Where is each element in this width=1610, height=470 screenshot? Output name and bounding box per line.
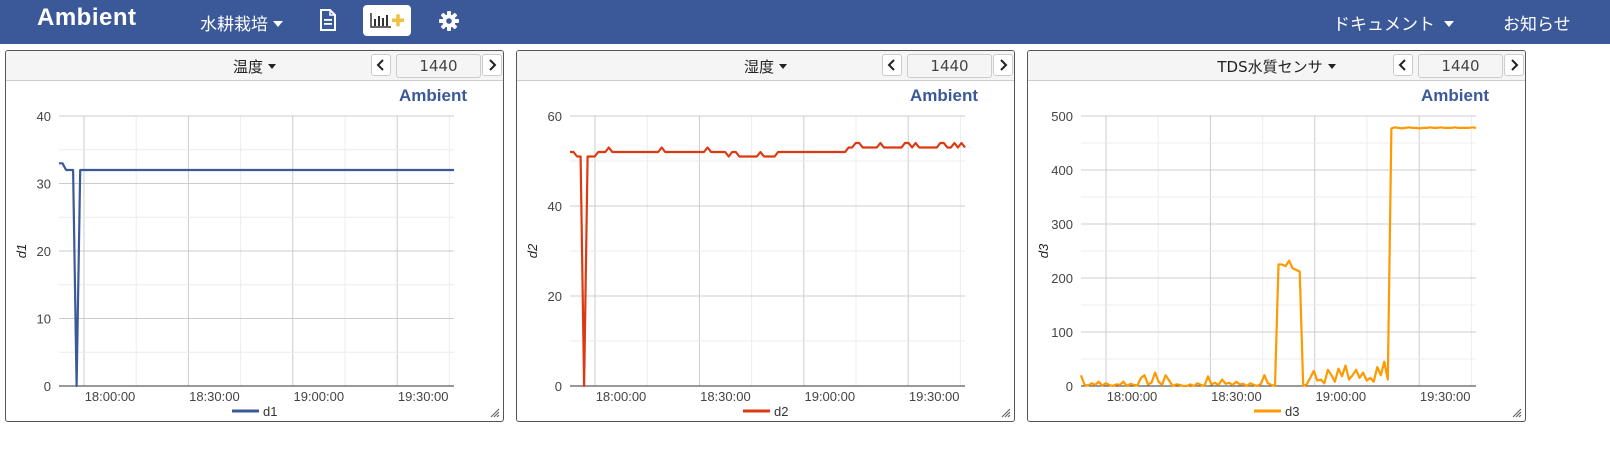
y-axis-label: d2	[525, 243, 540, 258]
ambient-watermark: Ambient	[910, 86, 978, 105]
ambient-watermark: Ambient	[399, 86, 467, 105]
y-tick-label: 10	[37, 312, 51, 327]
prev-page-button[interactable]	[882, 54, 902, 76]
chevron-down-icon	[1444, 21, 1454, 27]
chevron-left-icon	[1398, 59, 1406, 71]
next-page-button[interactable]	[993, 54, 1013, 76]
x-tick-label: 18:30:00	[700, 389, 751, 404]
range-input[interactable]: 1440	[396, 54, 481, 78]
x-tick-label: 18:00:00	[1107, 389, 1158, 404]
chevron-down-icon	[268, 64, 276, 69]
y-tick-label: 500	[1051, 109, 1073, 124]
y-tick-label: 0	[555, 379, 562, 394]
y-tick-label: 0	[1066, 379, 1073, 394]
y-axis-label: d3	[1036, 243, 1051, 258]
document-icon[interactable]	[319, 9, 337, 35]
panel-header: 湿度 1440	[517, 51, 1014, 81]
range-input[interactable]: 1440	[1418, 54, 1503, 78]
chevron-right-icon	[489, 59, 497, 71]
x-tick-label: 18:30:00	[189, 389, 240, 404]
brand-logo[interactable]: Ambient	[37, 4, 137, 31]
range-input[interactable]: 1440	[907, 54, 992, 78]
y-axis-label: d1	[14, 244, 29, 258]
next-page-button[interactable]	[482, 54, 502, 76]
add-chart-button[interactable]	[363, 5, 411, 36]
x-tick-label: 19:00:00	[1315, 389, 1366, 404]
line-chart: 0 20 40 60 18:00:00 18:30:00 19:00:00 19:30:00 d…	[525, 86, 978, 419]
y-tick-label: 100	[1051, 325, 1073, 340]
documents-menu[interactable]: ドキュメント	[1333, 10, 1454, 35]
documents-menu-label: ドキュメント	[1333, 15, 1435, 35]
line-chart: 0 10 20 30 40 18:00:00 18:30:00 19:00:00 19:30:0…	[14, 86, 467, 419]
prev-page-button[interactable]	[371, 54, 391, 76]
legend-label: d3	[1285, 404, 1299, 419]
channel-menu[interactable]: 水耕栽培	[200, 10, 283, 35]
panel-header: TDS水質センサ 1440	[1028, 51, 1525, 81]
series-line	[570, 141, 966, 388]
panel-title: 温度	[232, 58, 263, 76]
series-line	[59, 162, 454, 388]
legend-label: d1	[263, 404, 277, 419]
x-tick-label: 19:30:00	[398, 389, 449, 404]
chevron-down-icon	[779, 64, 787, 69]
chevron-left-icon	[887, 59, 895, 71]
y-tick-label: 20	[548, 289, 562, 304]
y-tick-label: 20	[37, 244, 51, 259]
chevron-down-icon	[1327, 64, 1336, 69]
x-tick-label: 18:30:00	[1211, 389, 1262, 404]
y-tick-label: 200	[1051, 271, 1073, 286]
line-chart: 0 100 200 300 400 500 18:00:00 18:30:00 19:00:00…	[1036, 86, 1489, 419]
panel-title: 湿度	[743, 58, 774, 76]
x-tick-label: 18:00:00	[596, 389, 647, 404]
x-tick-label: 19:00:00	[293, 389, 344, 404]
y-tick-label: 400	[1051, 163, 1073, 178]
chart-panel-1: 温度 1440 0 10 20 30 40 18:00:00 18:30:00 19:00:0…	[5, 50, 504, 422]
chevron-down-icon	[273, 21, 283, 27]
legend-label: d2	[774, 404, 788, 419]
y-tick-label: 30	[37, 177, 51, 192]
x-tick-label: 19:30:00	[909, 389, 960, 404]
resize-handle-icon[interactable]	[490, 408, 500, 418]
y-tick-label: 40	[37, 109, 51, 124]
resize-handle-icon[interactable]	[1512, 408, 1522, 418]
chevron-left-icon	[376, 59, 384, 71]
panel-title-menu[interactable]: TDS水質センサ	[1217, 56, 1336, 77]
y-tick-label: 40	[548, 199, 562, 214]
chevron-right-icon	[1000, 59, 1008, 71]
panel-title-menu[interactable]: 湿度	[744, 56, 787, 77]
series-line	[1079, 126, 1477, 388]
top-navbar: Ambient 水耕栽培	[0, 0, 1610, 44]
channel-menu-label: 水耕栽培	[200, 15, 268, 35]
notice-link[interactable]: お知らせ	[1503, 15, 1571, 35]
next-page-button[interactable]	[1504, 54, 1524, 76]
gear-icon[interactable]	[439, 11, 459, 35]
y-tick-label: 0	[44, 379, 51, 394]
ambient-watermark: Ambient	[1421, 86, 1489, 105]
x-tick-label: 19:00:00	[804, 389, 855, 404]
panel-title-menu[interactable]: 温度	[233, 56, 276, 77]
x-tick-label: 18:00:00	[85, 389, 136, 404]
chart-panel-3: TDS水質センサ 1440 0 100 200 300 400 500 18:00:00 18…	[1027, 50, 1526, 422]
y-tick-label: 300	[1051, 217, 1073, 232]
x-tick-label: 19:30:00	[1420, 389, 1471, 404]
panel-title: TDS水質センサ	[1217, 58, 1323, 76]
add-chart-icon	[370, 13, 404, 28]
chevron-right-icon	[1511, 59, 1519, 71]
prev-page-button[interactable]	[1393, 54, 1413, 76]
resize-handle-icon[interactable]	[1001, 408, 1011, 418]
panel-header: 温度 1440	[6, 51, 503, 81]
chart-panel-2: 湿度 1440 0 20 40 60 18:00:00 18:30:00 19:00:00 1…	[516, 50, 1015, 422]
y-tick-label: 60	[548, 109, 562, 124]
